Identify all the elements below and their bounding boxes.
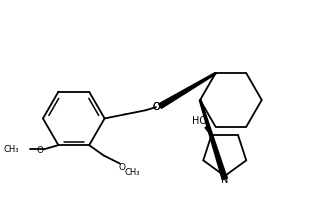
Text: CH₃: CH₃ [4,145,19,154]
Polygon shape [199,100,227,180]
Text: O: O [118,163,126,172]
Text: HO: HO [192,116,207,126]
Polygon shape [205,126,212,135]
Text: CH₃: CH₃ [125,168,140,177]
Text: O: O [36,146,43,155]
Text: O: O [152,102,160,112]
Text: N: N [221,175,228,185]
Text: O: O [152,102,160,112]
Polygon shape [159,73,216,108]
